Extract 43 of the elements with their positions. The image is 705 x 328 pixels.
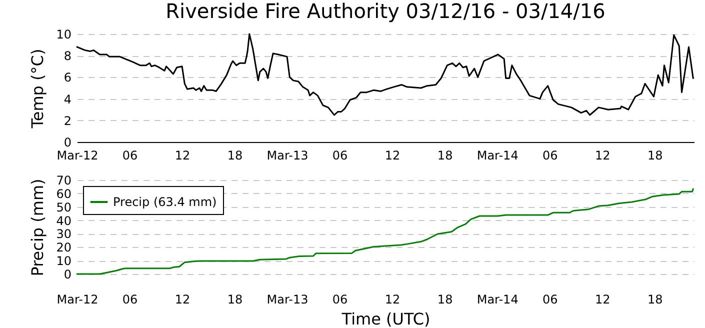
y-tick-label: 0 (64, 136, 72, 150)
y-tick-label: 0 (64, 268, 72, 282)
y-tick-label: 50 (56, 200, 72, 214)
x-tick-label: 06 (122, 292, 138, 307)
x-tick-label: 18 (437, 148, 453, 162)
y-tick-label: 8 (64, 49, 72, 64)
x-tick-label: Mar-12 (56, 148, 98, 162)
y-tick-label: 4 (64, 92, 72, 106)
y-axis-title: Precip (mm) (28, 178, 48, 276)
x-tick-label: 06 (542, 148, 558, 162)
y-tick-label: 10 (56, 254, 72, 268)
x-tick-label: 06 (122, 148, 138, 162)
y-tick-label: 30 (56, 227, 72, 242)
x-tick-label: 12 (174, 292, 190, 307)
y-axis-title: Temp (°C) (28, 48, 48, 130)
y-tick-label: 70 (56, 174, 72, 188)
y-tick-label: 40 (56, 214, 72, 228)
x-tick-label: 18 (227, 148, 243, 162)
x-axis-title: Time (UTC) (340, 310, 430, 328)
y-tick-label: 20 (56, 240, 72, 255)
x-tick-label: 18 (647, 148, 663, 162)
x-tick-label: Mar-13 (266, 148, 308, 162)
y-tick-label: 2 (64, 114, 72, 128)
legend-label: Precip (63.4 mm) (113, 195, 217, 209)
x-tick-label: 12 (594, 292, 610, 307)
x-tick-label: 12 (384, 292, 400, 307)
x-tick-label: 18 (437, 292, 453, 307)
y-tick-label: 60 (56, 186, 72, 201)
x-tick-label: Mar-13 (266, 292, 308, 307)
x-tick-label: Mar-14 (476, 292, 518, 307)
y-tick-label: 10 (56, 28, 72, 42)
x-tick-label: 06 (542, 292, 558, 307)
x-tick-label: 18 (227, 292, 243, 307)
x-tick-label: Mar-14 (476, 148, 518, 162)
x-tick-label: 12 (384, 148, 400, 162)
x-tick-label: 18 (647, 292, 663, 307)
x-tick-label: 12 (594, 148, 610, 162)
y-tick-label: 6 (64, 70, 72, 85)
x-tick-label: 06 (332, 292, 348, 307)
chart-title: Riverside Fire Authority 03/12/16 - 03/14/16 (166, 0, 606, 23)
x-tick-label: Mar-12 (56, 292, 98, 307)
x-tick-label: 06 (332, 148, 348, 162)
x-tick-label: 12 (174, 148, 190, 162)
